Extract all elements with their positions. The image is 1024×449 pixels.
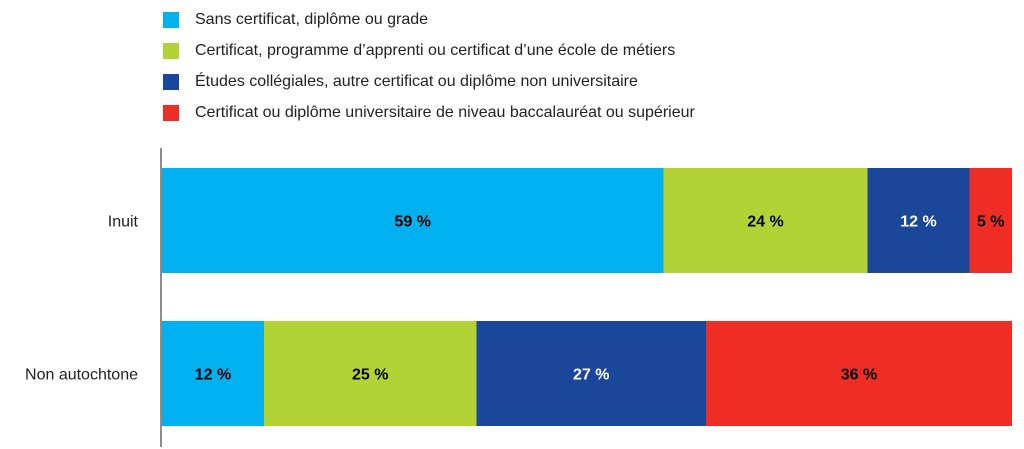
- data-label: 24 %: [747, 214, 783, 231]
- legend-item: Études collégiales, autre certificat ou …: [163, 66, 695, 97]
- data-label: 5 %: [977, 214, 1005, 231]
- legend-swatch: [163, 73, 179, 90]
- bar-segment: [476, 321, 706, 426]
- legend-item: Certificat, programme d’apprenti ou cert…: [163, 35, 695, 66]
- legend: Sans certificat, diplôme ou grade Certifi…: [163, 4, 695, 128]
- legend-item: Certificat ou diplôme universitaire de n…: [163, 97, 695, 128]
- legend-swatch: [163, 42, 179, 59]
- legend-label: Certificat, programme d’apprenti ou cert…: [195, 41, 676, 59]
- legend-label: Sans certificat, diplôme ou grade: [195, 10, 429, 28]
- bar-segment: [969, 168, 1012, 273]
- category-label: Non autochtone: [25, 367, 138, 384]
- data-label: 25 %: [352, 367, 388, 384]
- legend-swatch: [163, 104, 179, 121]
- legend-swatch: [163, 11, 179, 28]
- bar-segment: [867, 168, 970, 273]
- legend-label: Certificat ou diplôme universitaire de n…: [195, 103, 695, 121]
- bar-segment: [706, 321, 1012, 426]
- bar-segment: [162, 168, 664, 273]
- category-label: Inuit: [108, 214, 139, 231]
- bar-segment: [663, 168, 868, 273]
- data-label: 12 %: [195, 367, 231, 384]
- bar-segment: [264, 321, 477, 426]
- data-label: 27 %: [573, 367, 609, 384]
- data-label: 12 %: [900, 214, 936, 231]
- legend-label: Études collégiales, autre certificat ou …: [195, 72, 638, 90]
- legend-item: Sans certificat, diplôme ou grade: [163, 4, 695, 35]
- bar-segment: [162, 321, 264, 426]
- data-label: 36 %: [841, 367, 877, 384]
- data-label: 59 %: [395, 214, 431, 231]
